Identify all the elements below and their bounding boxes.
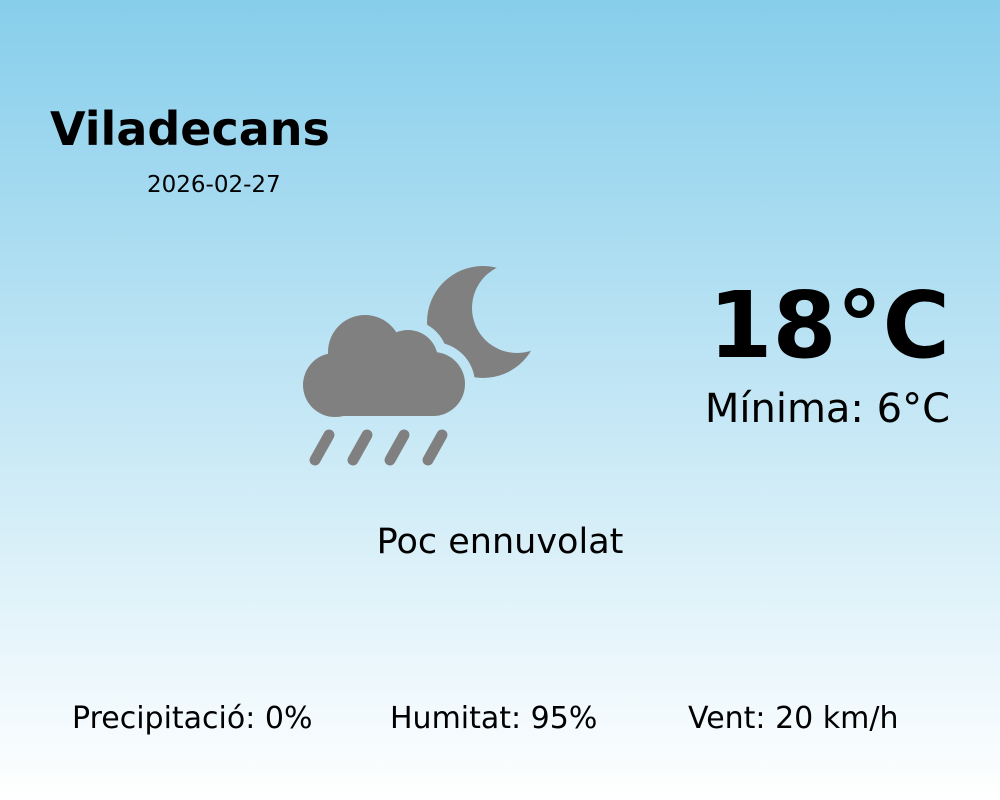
forecast-date: 2026-02-27 [147, 172, 281, 198]
current-temperature: 18°C [708, 272, 950, 379]
weather-condition: Poc ennuvolat [376, 522, 624, 562]
cloud-shape [303, 315, 465, 417]
city-name: Viladecans [50, 102, 330, 156]
minimum-temperature: Mínima: 6°C [704, 386, 950, 432]
precipitation-stat: Precipitació: 0% [72, 701, 313, 736]
humidity-stat: Humitat: 95% [390, 701, 598, 736]
moon-shape [427, 266, 539, 378]
wind-stat: Vent: 20 km/h [688, 701, 899, 736]
rain-drops [309, 429, 448, 466]
